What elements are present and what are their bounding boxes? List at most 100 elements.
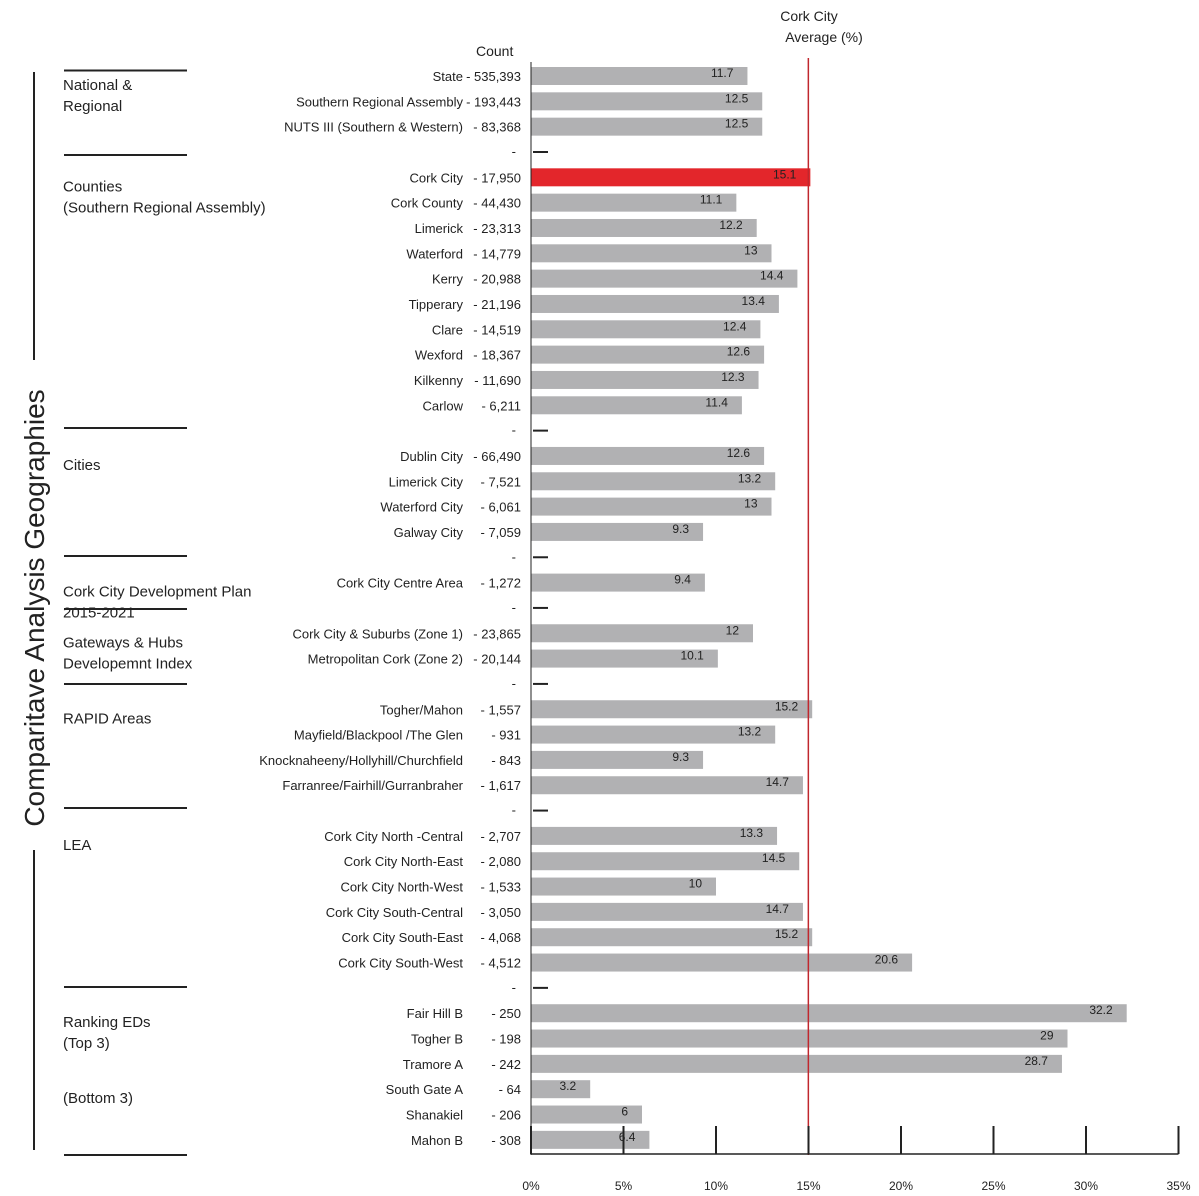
row-label: Mahon B bbox=[411, 1133, 463, 1148]
row-label: Knocknaheeny/Hollyhill/Churchfield bbox=[259, 753, 463, 768]
x-tick-label: 25% bbox=[981, 1179, 1005, 1193]
row-label: South Gate A bbox=[386, 1082, 464, 1097]
row-count: - 23,865 bbox=[473, 626, 521, 641]
row-label: Tipperary bbox=[409, 297, 464, 312]
bar bbox=[531, 1054, 1062, 1073]
bar-value-label: 12.5 bbox=[725, 117, 749, 131]
row-label: Waterford bbox=[406, 246, 463, 261]
row-label: Fair Hill B bbox=[407, 1006, 463, 1021]
bar-row: Galway City - 7,059 9.3 bbox=[394, 522, 704, 541]
bar bbox=[531, 700, 813, 719]
row-count: - 4,068 bbox=[481, 930, 521, 945]
x-tick-label: 0% bbox=[522, 1179, 540, 1193]
row-count: - 14,519 bbox=[473, 322, 521, 337]
bar-row: Cork City North -Central - 2,707 13.3 bbox=[324, 826, 778, 845]
bar bbox=[531, 725, 776, 744]
row-label: Cork City & Suburbs (Zone 1) bbox=[292, 626, 463, 641]
bar bbox=[531, 573, 705, 592]
row-label: Cork City North-West bbox=[340, 880, 463, 895]
row-label: Waterford City bbox=[380, 500, 463, 515]
bar-value-label: 13.2 bbox=[738, 471, 762, 485]
bar-value-label: 6.4 bbox=[619, 1130, 636, 1144]
row-count: - 2,080 bbox=[481, 854, 521, 869]
bar-value-label: 13 bbox=[744, 243, 758, 257]
row-label: Cork City North-East bbox=[344, 854, 464, 869]
row-label: State bbox=[433, 69, 463, 84]
bar-value-label: 13.4 bbox=[742, 294, 766, 308]
bar-row: State - 535,393 11.7 bbox=[433, 66, 748, 85]
bar-row: Knocknaheeny/Hollyhill/Churchfield - 843 9… bbox=[259, 750, 704, 769]
row-count: - 66,490 bbox=[473, 449, 521, 464]
row-label: Farranree/Fairhill/Gurranbraher bbox=[282, 778, 463, 793]
bar bbox=[531, 1080, 591, 1099]
bar-value-label: 12.4 bbox=[723, 319, 747, 333]
group-label-line2: 2015-2021 bbox=[63, 605, 135, 622]
bar-row: Limerick - 23,313 12.2 bbox=[415, 218, 757, 237]
bar bbox=[531, 1105, 642, 1124]
row-count: - 308 bbox=[491, 1133, 521, 1148]
bar-value-label: 9.3 bbox=[672, 750, 689, 764]
row-label: Cork City South-Central bbox=[326, 905, 463, 920]
separator-dash: - bbox=[512, 549, 516, 564]
bar-value-label: 32.2 bbox=[1089, 1003, 1113, 1017]
row-count: - 44,430 bbox=[473, 196, 521, 211]
row-count: - 14,779 bbox=[473, 246, 521, 261]
bar-row: Kilkenny - 11,690 12.3 bbox=[414, 370, 759, 389]
bar bbox=[531, 117, 763, 136]
group-label-line2: Regional bbox=[63, 98, 122, 115]
row-label: Clare bbox=[432, 322, 463, 337]
bar-row: Cork City - 17,950 15.1 bbox=[410, 167, 811, 187]
row-count: - 23,313 bbox=[473, 221, 521, 236]
bar-value-label: 6 bbox=[621, 1105, 628, 1119]
bar bbox=[531, 953, 913, 972]
group-label-line1: Counties bbox=[63, 178, 122, 195]
bar-row: NUTS III (Southern & Western) - 83,368 12.… bbox=[284, 117, 763, 136]
separator-markers: - - - - - - - bbox=[512, 144, 548, 995]
bar-value-label: 15.2 bbox=[775, 927, 799, 941]
bar-row: Cork City North-East - 2,080 14.5 bbox=[344, 851, 800, 871]
bar-row: Cork City & Suburbs (Zone 1) - 23,865 12 bbox=[292, 623, 753, 643]
x-tick-label: 35% bbox=[1166, 1179, 1190, 1193]
bar bbox=[531, 877, 716, 896]
row-label: Shanakiel bbox=[406, 1108, 463, 1123]
bar-value-label: 9.4 bbox=[674, 573, 691, 587]
bar bbox=[531, 218, 757, 237]
x-tick-label: 10% bbox=[704, 1179, 728, 1193]
row-label: Wexford bbox=[415, 348, 463, 363]
row-count: - 21,196 bbox=[473, 297, 521, 312]
bar-value-label: 10 bbox=[689, 877, 703, 891]
separator-dash: - bbox=[512, 676, 516, 691]
bar-value-label: 14.5 bbox=[762, 851, 786, 865]
row-count: - 6,211 bbox=[481, 398, 521, 413]
bar-value-label: 14.7 bbox=[766, 775, 790, 789]
group-label-line2: (Southern Regional Assembly) bbox=[63, 199, 266, 216]
group-dividers bbox=[64, 69, 187, 1156]
group-label-line2: Developemnt Index bbox=[63, 655, 193, 672]
x-tick-label: 30% bbox=[1074, 1179, 1098, 1193]
bar bbox=[531, 193, 737, 212]
row-count: - 20,144 bbox=[473, 652, 521, 667]
row-count: - 4,512 bbox=[481, 956, 521, 971]
chart-title: Comparitave Analysis Geographies bbox=[19, 389, 50, 826]
row-count: - 64 bbox=[499, 1082, 521, 1097]
row-count: - 931 bbox=[491, 728, 521, 743]
bar bbox=[531, 852, 800, 871]
bar bbox=[531, 396, 742, 415]
row-count: - 6,061 bbox=[481, 500, 521, 515]
bar-row: Metropolitan Cork (Zone 2) - 20,144 10.1 bbox=[308, 649, 718, 668]
bar-row: Carlow - 6,211 11.4 bbox=[423, 395, 742, 415]
row-label: Togher/Mahon bbox=[380, 702, 463, 717]
bar bbox=[531, 1029, 1068, 1048]
bar-row: Cork City Centre Area - 1,272 9.4 bbox=[337, 573, 705, 592]
bar bbox=[531, 649, 718, 668]
bar-row: Farranree/Fairhill/Gurranbraher - 1,617 14… bbox=[282, 775, 803, 795]
row-count: - 7,521 bbox=[481, 474, 521, 489]
bar-row: Waterford - 14,779 13 bbox=[406, 243, 772, 263]
row-count: - 1,557 bbox=[481, 702, 521, 717]
row-label: Mayfield/Blackpool /The Glen bbox=[294, 728, 463, 743]
bar-row: Waterford City - 6,061 13 bbox=[380, 497, 772, 516]
bar bbox=[531, 750, 704, 769]
bar-value-label: 12.3 bbox=[721, 370, 745, 384]
bar-value-label: 9.3 bbox=[672, 522, 689, 536]
